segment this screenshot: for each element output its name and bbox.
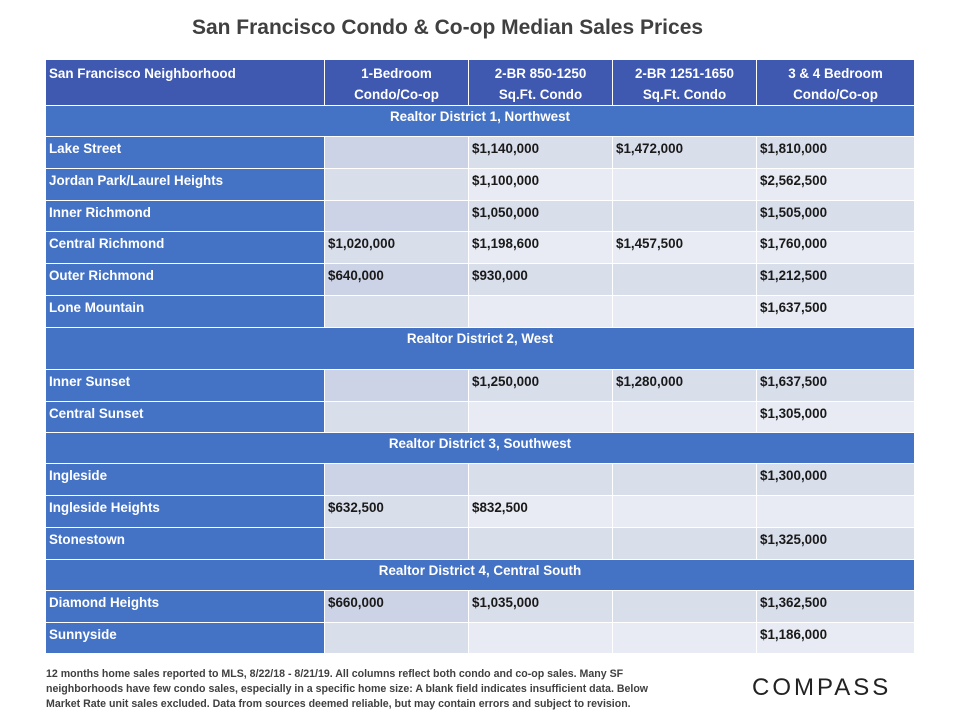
- neighborhood-cell: Lake Street: [45, 136, 325, 169]
- price-1br-cell: [324, 368, 469, 402]
- table-row: Outer Richmond $640,000 $930,000 $1,212,500: [45, 263, 915, 296]
- table-row: Diamond Heights $660,000 $1,035,000 $1,362,…: [45, 589, 915, 623]
- neighborhood-cell: Diamond Heights: [45, 589, 325, 623]
- price-3-4br-cell: $1,305,000: [756, 400, 915, 434]
- price-2br-small-cell: $1,198,600: [468, 231, 613, 265]
- district-label: Realtor District 1, Northwest: [45, 105, 915, 137]
- price-3-4br-cell: $1,637,500: [756, 368, 915, 402]
- price-2br-small-cell: $832,500: [468, 495, 613, 528]
- price-2br-large-cell: $1,457,500: [612, 231, 757, 265]
- neighborhood-cell: Inner Richmond: [45, 199, 325, 233]
- price-1br-cell: $1,020,000: [324, 231, 469, 265]
- column-header-1br: 1-Bedroom Condo/Co-op: [324, 59, 469, 106]
- price-3-4br-cell: $1,810,000: [756, 136, 915, 169]
- column-header-3-4br: 3 & 4 Bedroom Condo/Co-op: [756, 59, 915, 106]
- price-1br-cell: [324, 526, 469, 560]
- district-header-row: Realtor District 4, Central South: [45, 558, 915, 591]
- neighborhood-cell: Ingleside: [45, 463, 325, 497]
- neighborhood-cell: Central Richmond: [45, 231, 325, 265]
- price-1br-cell: [324, 199, 469, 233]
- district-header-row: Realtor District 3, Southwest: [45, 432, 915, 465]
- table-row: Ingleside $1,300,000: [45, 463, 915, 497]
- footnote-line: neighborhoods have few condo sales, espe…: [46, 683, 649, 695]
- price-2br-small-cell: [468, 526, 613, 560]
- neighborhood-cell: Ingleside Heights: [45, 495, 325, 528]
- price-3-4br-cell: $1,212,500: [756, 263, 915, 296]
- price-3-4br-cell: $1,637,500: [756, 294, 915, 328]
- price-2br-large-cell: $1,472,000: [612, 136, 757, 169]
- price-2br-small-cell: $1,050,000: [468, 199, 613, 233]
- price-2br-small-cell: [468, 400, 613, 434]
- district-label: Realtor District 2, West: [45, 326, 915, 370]
- neighborhood-cell: Outer Richmond: [45, 263, 325, 296]
- price-1br-cell: [324, 136, 469, 169]
- district-header-row: Realtor District 2, West: [45, 326, 915, 370]
- neighborhood-cell: Sunnyside: [45, 621, 325, 655]
- table-row: Jordan Park/Laurel Heights $1,100,000 $2,5…: [45, 167, 915, 201]
- price-1br-cell: [324, 400, 469, 434]
- table-row: Inner Sunset $1,250,000 $1,280,000 $1,637,5…: [45, 368, 915, 402]
- district-header-row: Realtor District 1, Northwest: [45, 105, 915, 137]
- neighborhood-cell: Stonestown: [45, 526, 325, 560]
- page-title: San Francisco Condo & Co-op Median Sales…: [191, 16, 704, 39]
- district-label: Realtor District 4, Central South: [45, 558, 915, 591]
- price-1br-cell: [324, 621, 469, 655]
- price-2br-small-cell: [468, 463, 613, 497]
- price-2br-large-cell: [612, 589, 757, 623]
- price-2br-small-cell: $1,140,000: [468, 136, 613, 169]
- price-3-4br-cell: $1,505,000: [756, 199, 915, 233]
- column-header-2br-large: 2-BR 1251-1650 Sq.Ft. Condo: [612, 59, 757, 106]
- price-1br-cell: $632,500: [324, 495, 469, 528]
- neighborhood-cell: Inner Sunset: [45, 368, 325, 402]
- district-label: Realtor District 3, Southwest: [45, 432, 915, 465]
- price-2br-small-cell: $1,250,000: [468, 368, 613, 402]
- price-2br-large-cell: [612, 463, 757, 497]
- footnote-line: 12 months home sales reported to MLS, 8/…: [46, 668, 624, 680]
- price-2br-large-cell: [612, 167, 757, 201]
- price-2br-large-cell: $1,280,000: [612, 368, 757, 402]
- price-1br-cell: [324, 463, 469, 497]
- price-2br-large-cell: [612, 400, 757, 434]
- footnote: 12 months home sales reported to MLS, 8/…: [46, 667, 726, 712]
- price-2br-small-cell: $1,035,000: [468, 589, 613, 623]
- table-row: Lake Street $1,140,000 $1,472,000 $1,810,00…: [45, 136, 915, 169]
- price-1br-cell: [324, 167, 469, 201]
- price-2br-large-cell: [612, 263, 757, 296]
- price-3-4br-cell: $1,300,000: [756, 463, 915, 497]
- table-row: Central Richmond $1,020,000 $1,198,600 $1,4…: [45, 231, 915, 265]
- price-2br-large-cell: [612, 199, 757, 233]
- price-2br-small-cell: $930,000: [468, 263, 613, 296]
- price-3-4br-cell: $1,325,000: [756, 526, 915, 560]
- price-2br-large-cell: [612, 526, 757, 560]
- table-row: Central Sunset $1,305,000: [45, 400, 915, 434]
- compass-logo: COMPASS: [752, 674, 892, 701]
- table-header-row: San Francisco Neighborhood 1-Bedroom Cond…: [45, 59, 915, 106]
- price-1br-cell: $660,000: [324, 589, 469, 623]
- footnote-line: Market Rate unit sales excluded. Data fr…: [46, 698, 631, 710]
- table-row: Inner Richmond $1,050,000 $1,505,000: [45, 199, 915, 233]
- price-1br-cell: [324, 294, 469, 328]
- price-2br-large-cell: [612, 495, 757, 528]
- table-row: Lone Mountain $1,637,500: [45, 294, 915, 328]
- table-row: Ingleside Heights $632,500 $832,500: [45, 495, 915, 528]
- price-3-4br-cell: $1,362,500: [756, 589, 915, 623]
- table-row: Sunnyside $1,186,000: [45, 621, 915, 655]
- price-2br-small-cell: $1,100,000: [468, 167, 613, 201]
- median-prices-table: San Francisco Neighborhood 1-Bedroom Cond…: [45, 59, 915, 655]
- price-2br-small-cell: [468, 621, 613, 655]
- price-3-4br-cell: $1,186,000: [756, 621, 915, 655]
- table-row: Stonestown $1,325,000: [45, 526, 915, 560]
- column-header-2br-small: 2-BR 850-1250 Sq.Ft. Condo: [468, 59, 613, 106]
- column-header-neighborhood: San Francisco Neighborhood: [45, 59, 325, 106]
- price-3-4br-cell: $2,562,500: [756, 167, 915, 201]
- price-3-4br-cell: [756, 495, 915, 528]
- price-3-4br-cell: $1,760,000: [756, 231, 915, 265]
- price-2br-large-cell: [612, 294, 757, 328]
- neighborhood-cell: Lone Mountain: [45, 294, 325, 328]
- price-2br-large-cell: [612, 621, 757, 655]
- neighborhood-cell: Jordan Park/Laurel Heights: [45, 167, 325, 201]
- neighborhood-cell: Central Sunset: [45, 400, 325, 434]
- price-1br-cell: $640,000: [324, 263, 469, 296]
- price-2br-small-cell: [468, 294, 613, 328]
